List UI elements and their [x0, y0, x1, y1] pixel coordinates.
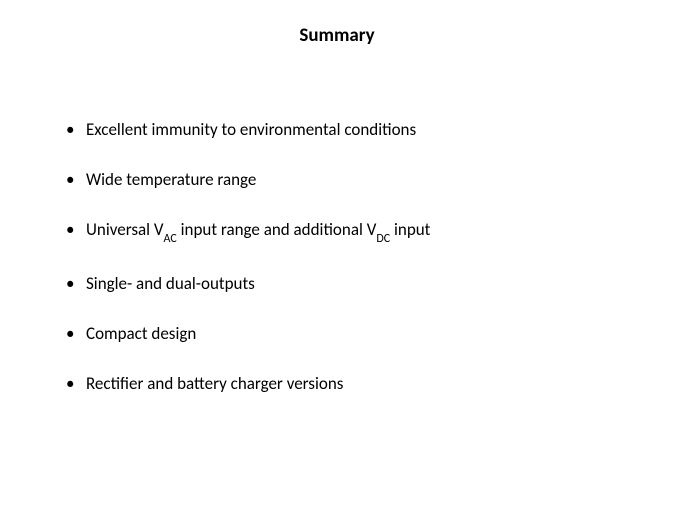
bullet-text: Wide temperature range	[86, 169, 256, 190]
bullet-text-mid: input range and additional V	[177, 219, 377, 240]
bullet-list: Excellent immunity to environmental cond…	[48, 119, 626, 395]
bullet-text-prefix: Universal V	[86, 219, 164, 240]
subscript-text: AC	[164, 232, 177, 246]
bullet-text-suffix: input	[390, 219, 430, 240]
slide-container: Summary Excellent immunity to environmen…	[0, 0, 674, 506]
subscript-text: DC	[376, 232, 390, 246]
bullet-item: Compact design	[66, 323, 626, 345]
bullet-item: Single- and dual-outputs	[66, 273, 626, 295]
bullet-item: Excellent immunity to environmental cond…	[66, 119, 626, 141]
bullet-text: Excellent immunity to environmental cond…	[86, 119, 416, 140]
bullet-item: Rectifier and battery charger versions	[66, 373, 626, 395]
bullet-item: Wide temperature range	[66, 169, 626, 191]
slide-title: Summary	[48, 24, 626, 47]
bullet-item: Universal VAC input range and additional…	[66, 219, 626, 245]
bullet-text: Single- and dual-outputs	[86, 273, 255, 294]
bullet-text: Rectifier and battery charger versions	[86, 373, 343, 394]
bullet-text: Compact design	[86, 323, 196, 344]
